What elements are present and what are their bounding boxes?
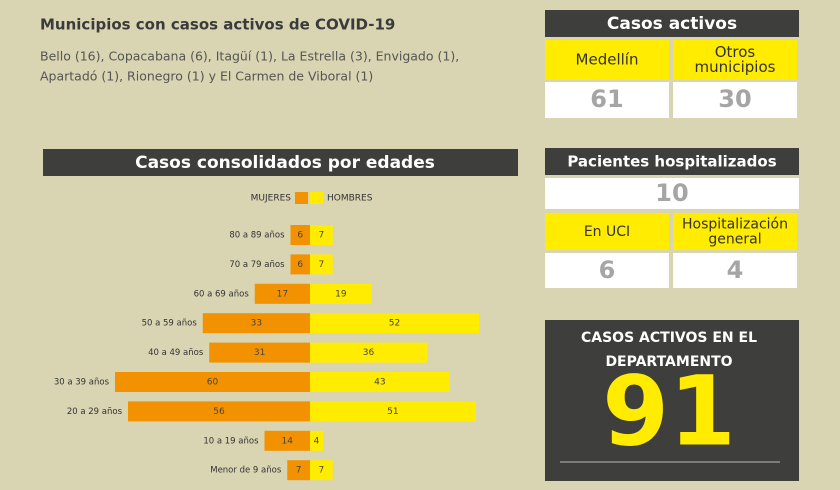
label-cell [545,40,669,80]
total-value: 10 [655,179,688,207]
column-label: general [708,232,761,248]
column-label: municipios [695,58,776,76]
bar [115,372,310,392]
panel-title: Pacientes hospitalizados [567,153,776,171]
bar [310,283,372,304]
page-title: Municipios con casos activos de COVID-19 [40,16,395,34]
legend-swatch [295,192,308,204]
municipality-list: Apartadó (1), Rionegro (1) y El Carmen d… [40,69,373,84]
value-label: 7 [319,260,325,270]
bar [310,313,479,334]
category-label: 70 a 79 años [229,260,285,270]
column-label: Medellín [576,51,639,69]
legend-label: HOMBRES [327,194,373,204]
bar [310,430,323,451]
department-panel [545,320,799,481]
bar [209,342,310,363]
department-title: DEPARTAMENTO [605,354,732,370]
bar [310,254,333,275]
panel-header [545,148,799,175]
category-label: 80 a 89 años [229,231,285,241]
bar [264,430,310,451]
chart-title: Casos consolidados por edades [135,153,435,173]
bar [310,401,476,422]
column-value: 61 [590,85,623,113]
value-label: 60 [207,378,219,388]
legend-label: MUJERES [251,194,292,204]
value-label: 31 [254,348,265,358]
legend-swatch [310,192,323,204]
bar [310,225,333,245]
bar [128,401,310,422]
value-cell [673,253,797,288]
category-label: 50 a 59 años [142,319,198,329]
municipality-list: Bello (16), Copacabana (6), Itagüí (1), … [40,49,459,64]
value-label: 52 [389,319,400,329]
bar [310,460,333,481]
value-cell [673,82,797,118]
bar [287,460,310,481]
value-label: 7 [319,466,325,476]
value-label: 19 [335,289,347,299]
value-label: 7 [296,466,302,476]
column-label: En UCI [584,224,630,240]
value-label: 6 [297,231,303,241]
label-cell [673,213,797,250]
panel-header [545,10,799,37]
department-title: CASOS ACTIVOS EN EL [581,330,757,346]
label-cell [673,40,797,80]
category-label: 10 a 19 años [203,436,259,446]
value-label: 33 [251,319,262,329]
bar [202,313,310,334]
value-label: 43 [374,378,385,388]
value-label: 6 [297,260,303,270]
value-cell [545,253,669,288]
value-label: 36 [363,348,375,358]
value-label: 17 [277,289,288,299]
bar [310,372,450,392]
chart-header [43,149,518,176]
value-label: 14 [282,436,294,446]
column-label: Otros [715,43,756,61]
bar [310,342,427,363]
column-value: 30 [718,85,751,113]
category-label: 20 a 29 años [67,407,123,417]
category-label: 60 a 69 años [194,289,250,299]
category-label: 30 a 39 años [54,378,110,388]
value-cell [545,178,799,209]
category-label: Menor de 9 años [210,466,282,476]
value-label: 7 [319,231,325,241]
column-value: 4 [727,256,744,284]
label-cell [545,213,669,250]
bar [290,225,310,245]
value-label: 51 [387,407,398,417]
bar [290,254,310,275]
value-cell [545,82,669,118]
value-label: 56 [213,407,225,417]
bar [254,283,310,304]
column-value: 6 [599,256,616,284]
column-label: Hospitalización [682,217,788,233]
value-label: 4 [314,436,320,446]
panel-title: Casos activos [607,14,737,34]
department-value: 91 [602,355,736,467]
category-label: 40 a 49 años [148,348,204,358]
